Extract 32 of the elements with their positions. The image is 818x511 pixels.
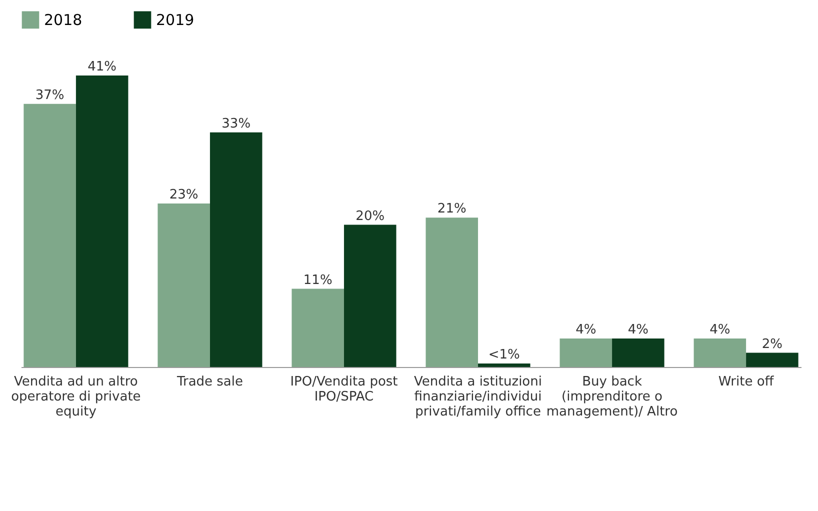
x-tick-label: Buy back (imprenditore o management)/ Altro <box>546 374 678 420</box>
bar <box>612 338 664 367</box>
legend-label: 2018 <box>44 10 82 29</box>
bar <box>24 104 76 367</box>
data-label: 11% <box>303 272 332 288</box>
bar <box>694 338 746 367</box>
data-label: <1% <box>488 347 520 362</box>
x-tick-label: Vendita ad un altro operatore di private equity <box>11 374 141 420</box>
data-label: 4% <box>710 322 730 338</box>
bar <box>76 75 128 367</box>
bar <box>478 363 530 367</box>
bar <box>746 352 798 367</box>
data-label: 33% <box>222 116 251 132</box>
legend-label: 2019 <box>156 10 194 29</box>
data-label: 21% <box>437 202 466 217</box>
bar <box>292 288 344 367</box>
bar <box>158 203 210 367</box>
data-label: 4% <box>576 322 596 338</box>
data-label: 23% <box>169 187 198 202</box>
x-tick-label: IPO/Vendita post IPO/SPAC <box>290 374 398 404</box>
data-label: 4% <box>628 322 648 338</box>
bar <box>344 224 396 367</box>
data-label: 41% <box>88 59 117 74</box>
bar <box>426 218 478 367</box>
bar <box>560 338 612 367</box>
data-label: 20% <box>356 208 385 224</box>
data-label: 37% <box>35 88 64 103</box>
data-label: 2% <box>762 336 782 352</box>
bar <box>210 132 262 367</box>
x-tick-label: Trade sale <box>176 374 244 390</box>
x-tick-label: Vendita a istituzioni finanziarie/individui privati/family office <box>414 374 542 420</box>
x-tick-label: Write off <box>718 374 775 390</box>
